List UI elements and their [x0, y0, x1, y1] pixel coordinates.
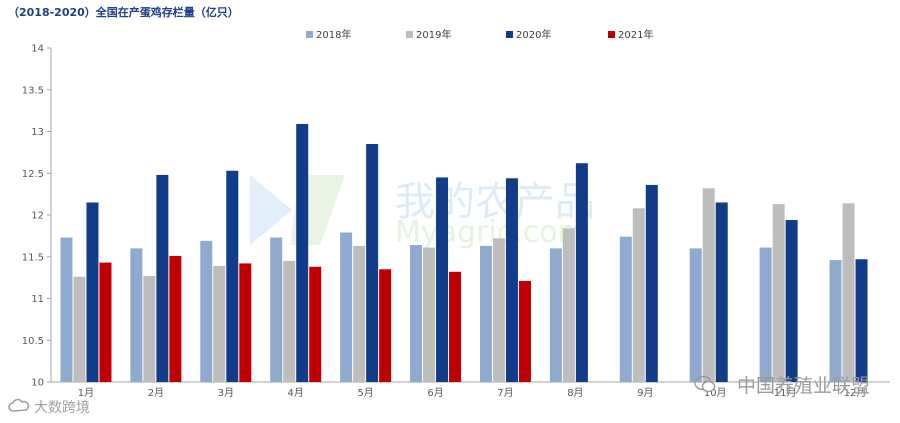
y-tick-label: 12.5 — [22, 169, 44, 180]
x-tick-label: 3月 — [218, 387, 234, 399]
legend-swatch — [608, 31, 615, 38]
bar-2021年 — [309, 266, 322, 382]
chart-title: （2018-2020）全国在产蛋鸡存栏量（亿只） — [8, 6, 239, 19]
bar-2018年 — [60, 237, 73, 382]
bar-2019年 — [842, 203, 855, 382]
bar-2020年 — [296, 123, 309, 383]
x-tick-label: 1月 — [78, 387, 94, 399]
bar-2019年 — [353, 245, 366, 382]
watermark-brand-en: Myagric.com — [395, 215, 587, 250]
watermark-brand-text: 大数跨境 — [34, 400, 90, 416]
x-tick-label: 7月 — [497, 387, 513, 399]
bar-2018年 — [479, 245, 492, 382]
y-tick-label: 11.5 — [22, 252, 44, 263]
bar-2019年 — [562, 228, 575, 382]
bar-2018年 — [759, 247, 772, 382]
x-tick-label: 11月 — [774, 387, 797, 399]
bar-2020年 — [715, 202, 728, 382]
y-tick-label: 12 — [31, 211, 44, 222]
legend-swatch — [406, 31, 413, 38]
legend-label: 2021年 — [618, 28, 653, 41]
bar-2021年 — [518, 280, 531, 382]
bar-2020年 — [366, 144, 379, 382]
bar-2020年 — [785, 220, 798, 382]
bar-2020年 — [226, 170, 239, 382]
bar-2021年 — [239, 263, 252, 382]
bar-2018年 — [340, 232, 353, 382]
bar-2019年 — [632, 208, 645, 382]
y-tick-label: 13 — [31, 127, 44, 138]
bar-2018年 — [200, 240, 213, 382]
bar-2021年 — [169, 255, 182, 382]
wechat-icon — [694, 375, 716, 393]
bar-2018年 — [549, 248, 562, 382]
bar-2019年 — [492, 238, 505, 382]
bar-2019年 — [283, 260, 296, 382]
bar-2021年 — [449, 271, 462, 382]
bar-2021年 — [379, 269, 392, 382]
bar-2021年 — [99, 262, 112, 382]
x-tick-label: 4月 — [288, 387, 304, 399]
y-tick-label: 13.5 — [22, 85, 44, 96]
x-tick-label: 8月 — [567, 387, 583, 399]
watermark-arrow-shape — [250, 175, 292, 245]
bar-2020年 — [855, 259, 868, 382]
bar-2019年 — [73, 276, 86, 382]
bar-2018年 — [619, 236, 632, 382]
bar-2018年 — [270, 237, 283, 382]
bar-2020年 — [156, 174, 169, 382]
legend-label: 2020年 — [516, 28, 551, 41]
bar-2019年 — [423, 247, 436, 382]
legend-label: 2018年 — [316, 28, 351, 41]
cloud-logo-icon — [8, 398, 30, 412]
legend-label: 2019年 — [416, 28, 451, 41]
y-tick-label: 10 — [31, 378, 44, 389]
x-tick-label: 2月 — [148, 387, 164, 399]
bar-2018年 — [829, 260, 842, 382]
watermark-brand-cn: 我的农产品 — [395, 179, 595, 225]
bar-2020年 — [505, 178, 518, 382]
y-tick-label: 11 — [31, 294, 44, 305]
x-tick-label: 9月 — [637, 387, 653, 399]
bar-2020年 — [645, 184, 658, 382]
bar-2019年 — [143, 275, 156, 382]
bar-2018年 — [410, 245, 423, 382]
bar-2020年 — [436, 177, 449, 382]
x-tick-label: 12月 — [844, 387, 867, 399]
bar-2018年 — [130, 248, 143, 382]
legend-swatch — [306, 31, 313, 38]
y-tick-label: 10.5 — [22, 336, 44, 347]
x-tick-label: 6月 — [427, 387, 443, 399]
x-tick-label: 5月 — [357, 387, 373, 399]
bar-2019年 — [702, 188, 715, 382]
legend-swatch — [506, 31, 513, 38]
bar-2020年 — [86, 202, 99, 382]
bar-2020年 — [575, 163, 588, 382]
bar-2019年 — [772, 204, 785, 382]
bar-2019年 — [213, 265, 226, 382]
watermark-source-text: 中国养殖业联盟 — [736, 375, 870, 397]
bar-2018年 — [689, 248, 702, 382]
y-tick-label: 14 — [31, 44, 44, 55]
